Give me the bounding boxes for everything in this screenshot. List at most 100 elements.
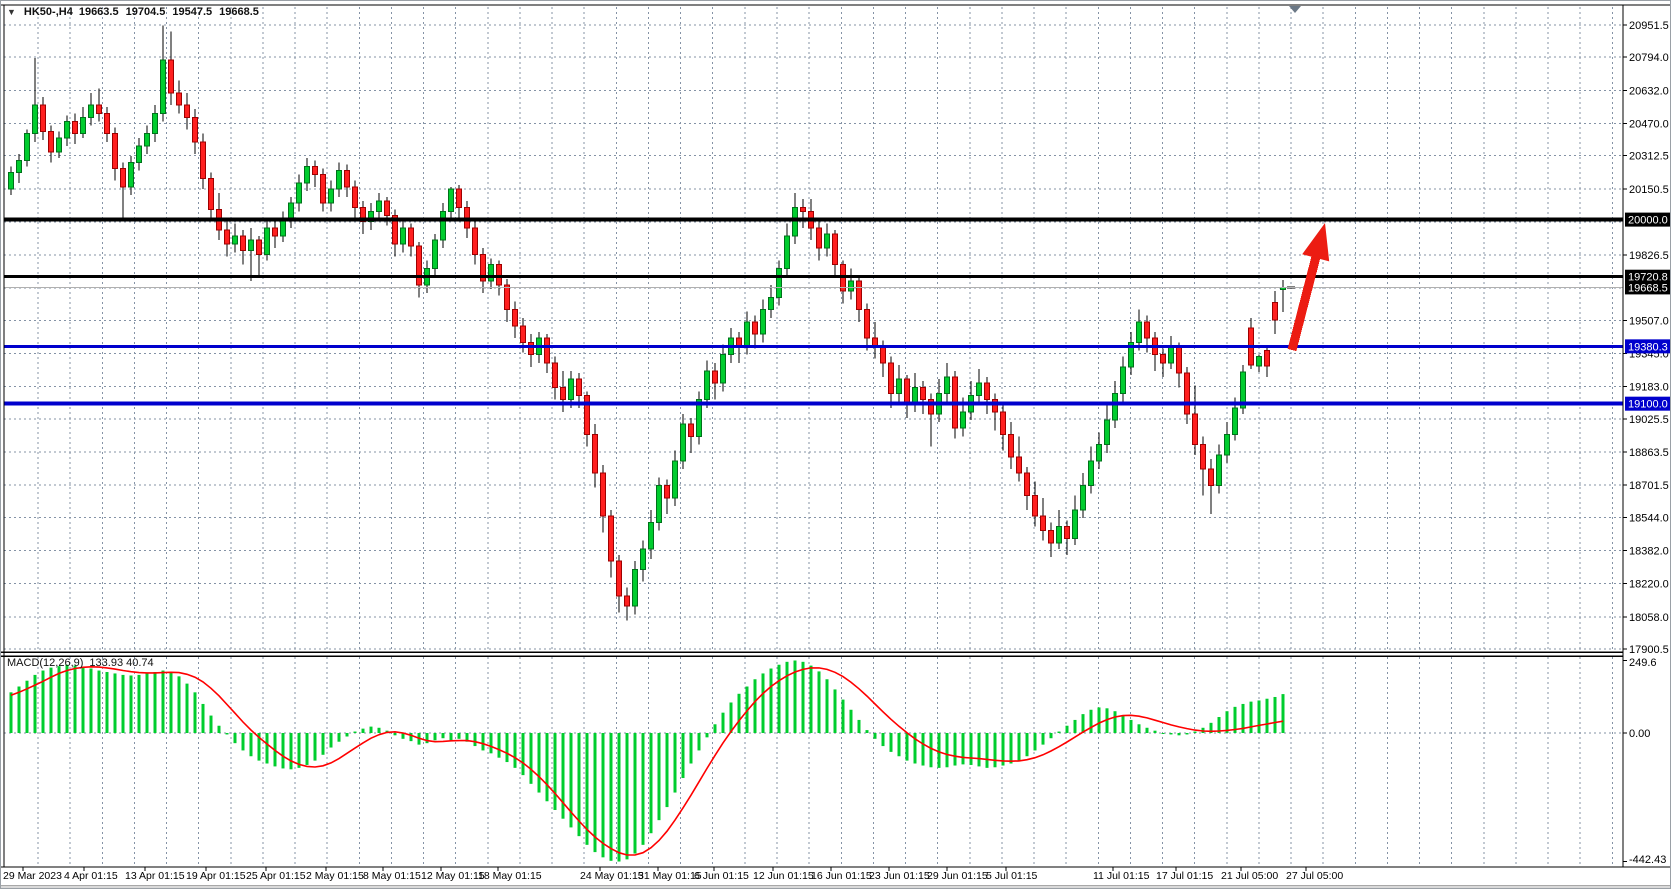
macd-histogram-bar [1265,698,1269,733]
candle-up [400,227,406,245]
support-line-19380-badge-label: 19380.3 [1628,341,1668,353]
macd-histogram-bar [1241,703,1245,733]
arrow-head[interactable] [1302,223,1330,262]
candle-up [296,182,302,204]
candle-down [528,341,534,356]
candle-down [880,345,886,364]
macd-histogram-bar [961,733,965,765]
macd-histogram-bar [353,731,357,733]
candle-down [352,186,358,208]
time-axis-label: 2 May 01:15 [306,870,364,882]
resistance-line-20000-badge [1625,212,1670,227]
price-axis-label: 18382.0 [1629,546,1669,558]
time-axis-label: 25 Apr 01:15 [246,870,306,882]
candle-down [864,309,870,339]
macd-histogram-bar [729,702,733,733]
macd-histogram-bar [145,673,149,733]
macd-histogram-bar [17,686,21,733]
macd-histogram-bar [457,733,461,739]
candle-up [144,133,150,147]
candle-up [136,145,142,163]
time-axis-label: 17 Jul 01:15 [1156,870,1213,882]
macd-histogram-bar [953,733,957,766]
candle-down [200,141,206,180]
candle-down [464,206,470,229]
macd-axis-label: -442.43 [1629,854,1666,866]
price-axis-label: 18544.0 [1629,512,1669,524]
candle-up [1088,460,1094,486]
chart-shift-marker[interactable] [1289,6,1301,13]
time-axis-label: 21 Jul 05:00 [1221,870,1278,882]
macd-histogram-bar [49,667,53,733]
macd-histogram-bar [689,733,693,764]
candle-down [192,116,198,143]
time-axis-label: 29 Jun 01:15 [927,870,988,882]
arrow-shaft[interactable] [1287,252,1322,352]
macd-histogram-bar [121,674,125,733]
candle-up [720,354,726,384]
candle-down [616,560,622,597]
macd-histogram-bar [1233,706,1237,733]
macd-histogram-bar [177,676,181,733]
candle-down [384,200,390,217]
candle-down [584,394,590,435]
candle-up [1072,509,1078,540]
macd-histogram-bar [1209,722,1213,733]
macd-histogram-bar [89,668,93,733]
macd-histogram-bar [1073,719,1077,733]
candle-up [32,104,38,135]
candle-up [1128,341,1134,368]
candle-down [168,59,174,94]
candle-up [960,411,966,429]
price-axis-label: 20951.5 [1629,20,1669,32]
candle-up [1056,525,1062,544]
macd-histogram-bar [337,733,341,742]
candle-down [120,167,126,188]
time-axis-label: 5 Jul 01:15 [986,870,1038,882]
candle-up [896,378,902,394]
macd-histogram-bar [737,693,741,733]
candle-down [1176,345,1182,374]
macd-params: MACD(12,26,9) [7,657,84,669]
current-price-badge [1625,280,1670,295]
symbol-expand-icon[interactable]: ▼ [7,7,16,17]
macd-histogram-bar [225,733,229,735]
macd-histogram-bar [897,733,901,757]
macd-histogram-bar [609,733,613,861]
macd-histogram-bar [1089,709,1093,733]
macd-histogram-bar [809,665,813,733]
time-axis-label: 29 Mar 2023 [3,870,62,882]
price-axis-label: 18701.5 [1629,480,1669,492]
macd-histogram-bar [489,733,493,754]
macd-histogram-bar [1225,711,1229,733]
price-axis-label: 20470.0 [1629,118,1669,130]
macd-histogram-bar [329,733,333,748]
macd-histogram-bar [889,733,893,752]
candle-down [1040,515,1046,531]
candle-up [744,321,750,347]
macd-histogram-bar [585,733,589,845]
macd-histogram-bar [25,680,29,733]
time-axis-label: 11 Jul 01:15 [1093,870,1150,882]
candle-up [768,296,774,311]
macd-histogram-bar [697,733,701,751]
macd-histogram-bar [497,733,501,758]
macd-histogram-bar [233,733,237,744]
time-axis-label: 24 May 01:15 [580,870,644,882]
macd-histogram-bar [1025,733,1029,757]
macd-histogram-bar [1057,731,1061,733]
support-line-19100-badge [1625,396,1670,411]
macd-histogram-bar [137,674,141,733]
bar-low-value: 19547.5 [172,6,213,18]
macd-histogram-bar [345,733,349,737]
candle-down [992,399,998,413]
candle-down [72,120,78,135]
macd-histogram-bar [1009,733,1013,764]
macd-histogram-bar [81,666,85,733]
candle-up [824,233,830,249]
candle-up [24,133,30,161]
macd-histogram-bar [1281,694,1285,733]
candle-up [64,120,70,139]
